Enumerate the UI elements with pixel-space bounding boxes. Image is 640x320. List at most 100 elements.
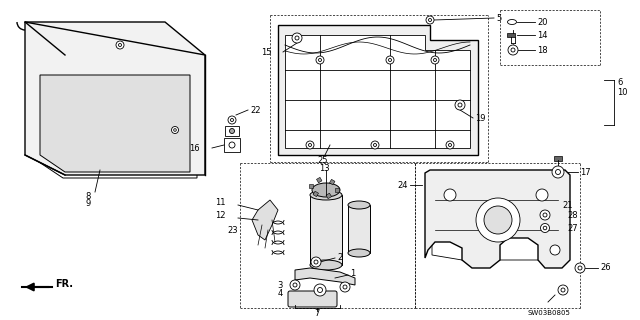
- Circle shape: [446, 141, 454, 149]
- Circle shape: [536, 189, 548, 201]
- Circle shape: [311, 257, 321, 267]
- Bar: [225, 126, 239, 136]
- Ellipse shape: [310, 190, 342, 200]
- Circle shape: [540, 210, 550, 220]
- Circle shape: [444, 189, 456, 201]
- Circle shape: [317, 287, 323, 292]
- Circle shape: [118, 44, 122, 46]
- Circle shape: [552, 166, 564, 178]
- Polygon shape: [278, 25, 478, 155]
- Text: 21: 21: [562, 201, 573, 210]
- Circle shape: [230, 118, 234, 122]
- Bar: [335, 188, 339, 192]
- Bar: [326, 193, 332, 199]
- Text: 23: 23: [227, 226, 238, 235]
- Circle shape: [541, 223, 550, 233]
- Bar: [224, 138, 240, 152]
- Circle shape: [229, 142, 235, 148]
- Circle shape: [543, 213, 547, 217]
- Text: 8: 8: [85, 191, 91, 201]
- Text: 27: 27: [567, 223, 578, 233]
- Polygon shape: [25, 22, 205, 175]
- Circle shape: [455, 100, 465, 110]
- Circle shape: [295, 36, 299, 40]
- Circle shape: [293, 283, 297, 287]
- Polygon shape: [252, 200, 278, 240]
- Circle shape: [230, 129, 234, 133]
- Circle shape: [319, 59, 321, 61]
- Ellipse shape: [310, 260, 342, 270]
- Text: 26: 26: [600, 263, 611, 273]
- Circle shape: [306, 141, 314, 149]
- Circle shape: [172, 126, 179, 133]
- Text: 22: 22: [250, 106, 260, 115]
- Circle shape: [449, 143, 451, 147]
- Circle shape: [561, 288, 565, 292]
- Circle shape: [343, 285, 347, 289]
- Circle shape: [388, 59, 392, 61]
- Text: 25: 25: [317, 156, 328, 164]
- Polygon shape: [295, 268, 355, 285]
- Circle shape: [429, 19, 431, 21]
- Circle shape: [308, 143, 312, 147]
- Text: 17: 17: [580, 167, 591, 177]
- Text: 10: 10: [617, 87, 627, 97]
- Text: 20: 20: [537, 18, 547, 27]
- Text: 12: 12: [216, 211, 226, 220]
- Polygon shape: [25, 22, 205, 55]
- Circle shape: [314, 260, 318, 264]
- Polygon shape: [40, 75, 190, 172]
- Circle shape: [458, 103, 462, 107]
- Circle shape: [558, 285, 568, 295]
- Text: 13: 13: [319, 164, 330, 172]
- Bar: [348, 205, 370, 253]
- Circle shape: [550, 245, 560, 255]
- Text: SW03B0805: SW03B0805: [527, 310, 570, 316]
- Ellipse shape: [348, 201, 370, 209]
- Circle shape: [292, 33, 302, 43]
- Polygon shape: [432, 180, 558, 260]
- Circle shape: [173, 129, 176, 131]
- Text: 16: 16: [189, 143, 200, 153]
- Text: FR.: FR.: [55, 279, 73, 289]
- Circle shape: [484, 206, 512, 234]
- Polygon shape: [425, 170, 570, 268]
- Circle shape: [476, 198, 520, 242]
- Text: 1: 1: [350, 269, 355, 278]
- Circle shape: [116, 41, 124, 49]
- Text: 24: 24: [397, 180, 408, 189]
- Bar: [554, 156, 562, 161]
- Circle shape: [433, 59, 436, 61]
- Bar: [310, 195, 342, 265]
- Text: 15: 15: [262, 47, 272, 57]
- Text: 14: 14: [537, 30, 547, 39]
- Circle shape: [290, 280, 300, 290]
- Text: 2: 2: [337, 253, 342, 262]
- Text: 28: 28: [567, 211, 578, 220]
- Polygon shape: [285, 35, 470, 148]
- Circle shape: [508, 45, 518, 55]
- Circle shape: [316, 56, 324, 64]
- Text: 11: 11: [216, 197, 226, 206]
- Text: 3: 3: [278, 281, 283, 290]
- Circle shape: [431, 56, 439, 64]
- Bar: [313, 191, 319, 197]
- Circle shape: [340, 282, 350, 292]
- Text: 9: 9: [85, 198, 91, 207]
- Text: 6: 6: [617, 77, 622, 86]
- Circle shape: [371, 141, 379, 149]
- Circle shape: [228, 116, 236, 124]
- Bar: [330, 179, 335, 185]
- Circle shape: [575, 263, 585, 273]
- Bar: [507, 33, 515, 37]
- FancyBboxPatch shape: [288, 291, 337, 307]
- Circle shape: [374, 143, 376, 147]
- Text: 18: 18: [537, 45, 548, 54]
- Text: 4: 4: [278, 289, 283, 298]
- Ellipse shape: [312, 183, 340, 197]
- Text: 5: 5: [496, 13, 501, 22]
- Text: 19: 19: [475, 114, 486, 123]
- Circle shape: [511, 48, 515, 52]
- Text: 7: 7: [314, 309, 320, 318]
- Circle shape: [578, 266, 582, 270]
